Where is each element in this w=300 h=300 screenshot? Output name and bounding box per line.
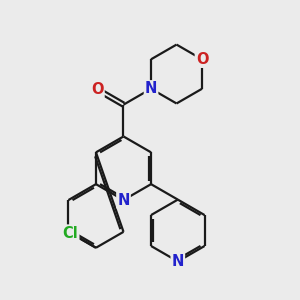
Text: O: O [91, 82, 104, 97]
Text: N: N [145, 81, 157, 96]
Text: N: N [172, 254, 184, 269]
Text: Cl: Cl [63, 226, 78, 241]
Text: N: N [117, 193, 130, 208]
Text: O: O [196, 52, 208, 67]
